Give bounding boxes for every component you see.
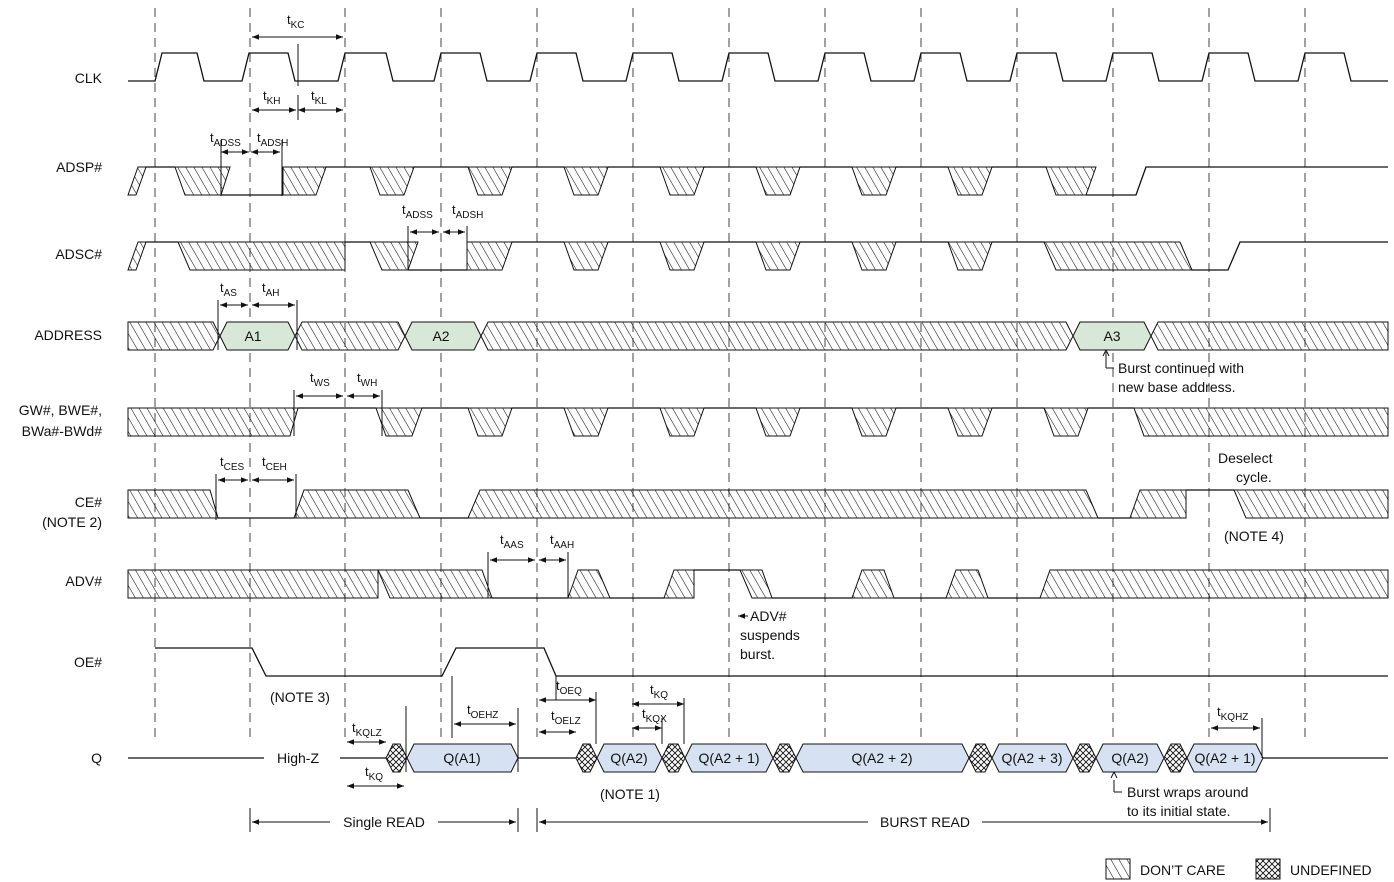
ce-waveform: [127, 489, 1389, 519]
clk-label: CLK: [75, 70, 103, 86]
q-qa1-text: Q(A1): [443, 750, 480, 766]
t-aas-label: tAAS: [500, 532, 524, 551]
t-oehz-label: tOEHZ: [467, 702, 498, 721]
gw-label-line2: BWa#-BWd#: [22, 423, 103, 439]
annotations: Burst continued with new base address. D…: [270, 360, 1284, 830]
address-a3-text: A3: [1103, 328, 1120, 344]
q-qa2p2-text: Q(A2 + 2): [851, 750, 912, 766]
q-qa2b-text: Q(A2): [1111, 750, 1148, 766]
deselect-note-2: cycle.: [1236, 469, 1272, 485]
q-highz-text: High-Z: [277, 750, 319, 766]
address-label: ADDRESS: [34, 327, 102, 343]
burst-continued-note-1: Burst continued with: [1118, 360, 1244, 376]
t-kl-label: tKL: [311, 88, 327, 107]
adv-suspends-note-3: burst.: [740, 646, 775, 662]
adsp-label: ADSP#: [56, 159, 102, 175]
deselect-note-1: Deselect: [1218, 450, 1273, 466]
burst-wraps-note-1: Burst wraps around: [1127, 784, 1248, 800]
address-a2-text: A2: [432, 328, 449, 344]
q-qa2-text: Q(A2): [610, 750, 647, 766]
t-kq-label-1: tKQ: [365, 764, 383, 783]
clock-reference-lines: [154, 8, 1306, 740]
q-qa2p1b-text: Q(A2 + 1): [1194, 750, 1255, 766]
t-oelz-label: tOELZ: [551, 708, 581, 727]
t-aah-label: tAAH: [550, 532, 574, 551]
t-ah-label: tAH: [262, 280, 280, 299]
t-ws-label: tWS: [310, 370, 330, 389]
q-waveform: High-Z Q(A1) Q(A2) Q(A2 + 1) Q(A2 + 2) Q…: [128, 743, 1388, 773]
adv-label: ADV#: [65, 573, 102, 589]
adv-suspends-note-1: ADV#: [750, 608, 787, 624]
adv-waveform: [127, 569, 1389, 599]
timing-labels: tKC tKH tKL tADSS tADSH tADSS tADSH tAS …: [210, 12, 1248, 783]
adsp-waveform: [127, 166, 1388, 196]
q-qa2p1-text: Q(A2 + 1): [698, 750, 759, 766]
undefined-legend-label: UNDEFINED: [1290, 862, 1372, 878]
single-read-label: Single READ: [343, 814, 425, 830]
dont-care-legend-label: DON’T CARE: [1140, 862, 1225, 878]
burst-continued-note-2: new base address.: [1118, 379, 1236, 395]
note3: (NOTE 3): [270, 689, 330, 705]
address-a1-text: A1: [244, 328, 261, 344]
t-kqhz-label: tKQHZ: [1217, 704, 1248, 723]
burst-read-label: BURST READ: [880, 814, 970, 830]
t-adss-label-1: tADSS: [210, 130, 241, 149]
t-adsh-label-2: tADSH: [452, 202, 483, 221]
dont-care-swatch: [1105, 858, 1131, 880]
oe-label: OE#: [74, 654, 102, 670]
t-adss-label-2: tADSS: [402, 202, 433, 221]
t-kc-label: tKC: [287, 12, 305, 31]
undefined-swatch: [1255, 858, 1281, 880]
ce-label: CE#: [75, 494, 102, 510]
burst-wraps-note-2: to its initial state.: [1127, 803, 1231, 819]
t-wh-label: tWH: [357, 370, 377, 389]
gw-waveform: [127, 407, 1389, 437]
clk-waveform: [128, 52, 1388, 82]
q-qa2p3-text: Q(A2 + 3): [1001, 750, 1062, 766]
note1: (NOTE 1): [600, 786, 660, 802]
ce-note-label: (NOTE 2): [42, 514, 102, 530]
t-kqlz-label: tKQLZ: [352, 720, 382, 739]
t-kh-label: tKH: [263, 88, 281, 107]
timing-arrows: [215, 34, 1271, 832]
t-kqx-label: tKQX: [642, 706, 667, 725]
oe-waveform: [155, 647, 1388, 677]
q-label: Q: [91, 750, 102, 766]
t-kq-label-2: tKQ: [650, 682, 668, 701]
t-ces-label: tCES: [220, 454, 245, 473]
gw-label-line1: GW#, BWE#,: [19, 402, 102, 418]
t-as-label: tAS: [220, 280, 237, 299]
adv-suspends-note-2: suspends: [740, 627, 800, 643]
t-ceh-label: tCEH: [262, 454, 287, 473]
t-oeq-label: tOEQ: [556, 678, 582, 697]
adsc-waveform: [127, 241, 1388, 271]
t-adsh-label-1: tADSH: [257, 130, 288, 149]
address-waveform: A1 A2 A3: [127, 321, 1389, 351]
note4: (NOTE 4): [1224, 528, 1284, 544]
q-qa2p1b-segment: [1186, 743, 1264, 773]
adsc-label: ADSC#: [55, 246, 102, 262]
legend: DON’T CARE UNDEFINED: [1105, 858, 1372, 880]
